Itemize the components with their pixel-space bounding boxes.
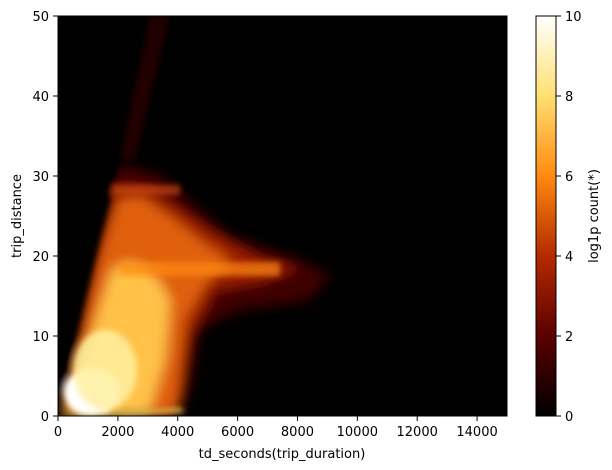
x-tick-label: 2000	[101, 425, 134, 440]
colorbar-tick-label: 10	[565, 10, 582, 25]
y-tick-label: 20	[32, 250, 49, 265]
colorbar-tick-label: 4	[565, 250, 573, 265]
colorbar: 0 2 4 6 8 10 log1p count(*)	[535, 10, 602, 425]
colorbar-tick-label: 0	[565, 410, 573, 425]
density-hot-ring	[73, 330, 137, 410]
x-tick-label: 4000	[161, 425, 194, 440]
colorbar-tick-label: 6	[565, 170, 573, 185]
y-tick-label: 40	[32, 90, 49, 105]
y-tick-label: 30	[32, 170, 49, 185]
heatmap-plot-area	[57, 15, 508, 417]
colorbar-label: log1p count(*)	[587, 169, 602, 263]
x-tick-label: 10000	[337, 425, 378, 440]
density-top-trail	[120, 16, 170, 160]
y-tick-label: 50	[32, 10, 49, 25]
y-tick-label: 10	[32, 330, 49, 345]
x-tick-label: 6000	[221, 425, 254, 440]
plot-frame	[57, 15, 508, 417]
density-bottom-streak	[58, 408, 185, 416]
colorbar-tick-label: 8	[565, 90, 573, 105]
x-tick-label: 12000	[397, 425, 438, 440]
colorbar-tick-label: 2	[565, 330, 573, 345]
colorbar-ticks: 0 2 4 6 8 10	[556, 10, 582, 425]
y-tick-label: 0	[41, 410, 49, 425]
density-band-18	[120, 262, 280, 276]
x-tick-label: 8000	[281, 425, 314, 440]
x-axis: 0 2000 4000 6000 8000 10000 12000 14000	[54, 416, 498, 440]
y-axis: 0 10 20 30 40 50	[32, 10, 58, 425]
y-axis-label: trip_distance	[10, 174, 25, 258]
x-axis-label: td_seconds(trip_duration)	[199, 447, 366, 462]
density-band-28	[110, 185, 180, 195]
x-tick-label: 14000	[456, 425, 497, 440]
x-tick-label: 0	[54, 425, 62, 440]
density-empty-wedge	[58, 16, 125, 405]
density-layer	[58, 16, 330, 416]
colorbar-gradient	[535, 15, 557, 417]
